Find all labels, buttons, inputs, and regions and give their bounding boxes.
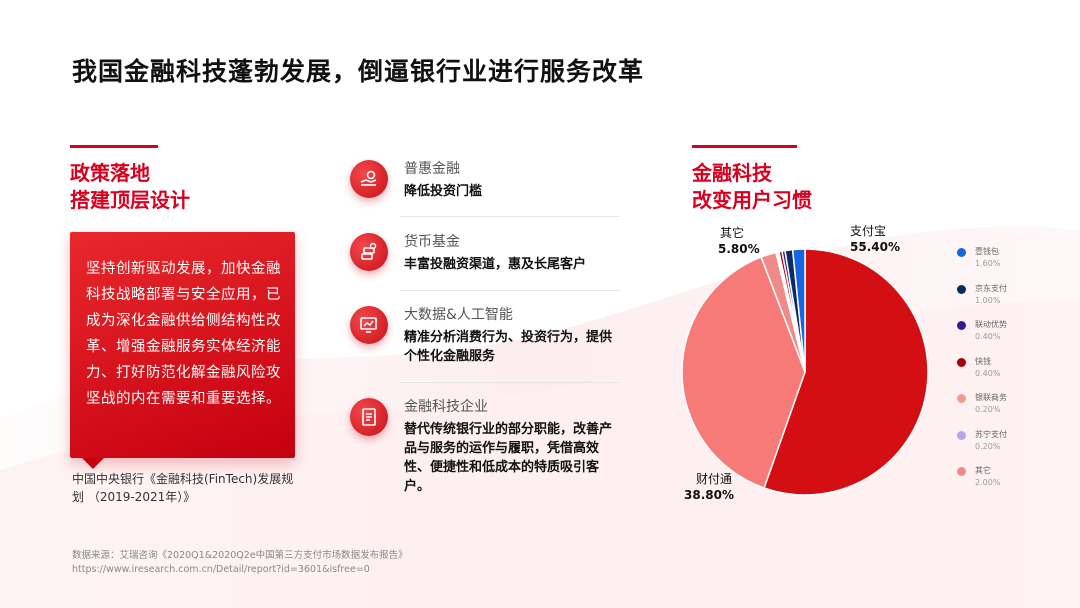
legend-value: 1.00% [975, 295, 1001, 305]
pie-callout-name: 支付宝 [850, 224, 886, 238]
legend-swatch [957, 248, 966, 257]
fintech-heading-bar [692, 145, 797, 148]
feature-desc: 精准分析消费行为、投资行为，提供个性化金融服务 [404, 330, 613, 364]
coin-stack-icon [350, 233, 388, 271]
feature-name: 货币基金 [404, 234, 460, 250]
policy-heading-line2: 搭建顶层设计 [70, 188, 190, 212]
fintech-heading: 金融科技 改变用户习惯 [692, 160, 812, 214]
page-title: 我国金融科技蓬勃发展，倒逼银行业进行服务改革 [72, 57, 645, 86]
legend-swatch [957, 321, 966, 330]
legend-value: 0.20% [975, 441, 1001, 451]
policy-source: 中国中央银行《金融科技(FinTech)发展规划 （2019-2021年）》 [72, 472, 294, 504]
legend-swatch [957, 284, 966, 294]
legend-label: 银联商务 [975, 393, 1007, 402]
legend-label: 其它 [975, 466, 991, 475]
feature-desc: 降低投资门槛 [404, 184, 483, 199]
pie-chart: 支付宝 55.40% 财付通 38.80% 其它 5.80% [681, 224, 929, 502]
legend-label: 京东支付 [975, 283, 1007, 293]
pie-slice-财付通 [681, 256, 806, 489]
pie-callout-value: 55.40% [850, 240, 900, 254]
policy-heading: 政策落地 搭建顶层设计 [70, 160, 190, 214]
pie-callout-name: 财付通 [696, 472, 732, 486]
legend-value: 0.40% [975, 368, 1001, 378]
legend-swatch [957, 394, 966, 403]
divider [400, 382, 620, 383]
feature-name: 普惠金融 [404, 161, 460, 177]
legend-swatch [957, 357, 966, 367]
legend-value: 0.40% [975, 332, 1001, 341]
pie-callout-name: 其它 [720, 225, 744, 240]
policy-body: 坚持创新驱动发展，加快金融科技战略部署与安全应用，已成为深化金融供给侧结构性改革… [86, 261, 281, 407]
data-screen-icon [350, 306, 388, 344]
handshake-coin-icon [350, 160, 388, 198]
legend-swatch [957, 467, 966, 476]
feature-name: 大数据&人工智能 [404, 307, 513, 323]
divider [400, 290, 620, 291]
divider [400, 216, 620, 217]
legend-label: 苏宁支付 [975, 429, 1007, 439]
policy-heading-line1: 政策落地 [70, 161, 150, 185]
feature-name: 金融科技企业 [404, 399, 488, 415]
document-icon [350, 398, 388, 436]
pie-slice-壹钱包 [791, 248, 806, 373]
legend-label: 快钱 [975, 356, 991, 366]
footer-source: 数据来源：艾瑞咨询《2020Q1&2020Q2e中国第三方支付市场数据发布报告》 [72, 550, 408, 561]
pie-callout-value: 38.80% [684, 488, 734, 502]
feature-desc: 替代传统银行业的部分职能，改善产品与服务的运作与履职，凭借高效性、便捷性和低成本… [404, 422, 613, 494]
policy-heading-bar [70, 145, 158, 148]
footer: 数据来源：艾瑞咨询《2020Q1&2020Q2e中国第三方支付市场数据发布报告》… [72, 549, 408, 577]
pie-callout-value: 5.80% [718, 242, 760, 256]
legend-label: 壹钱包 [975, 247, 999, 256]
fintech-heading-line1: 金融科技 [692, 161, 772, 185]
footer-url: https://www.iresearch.com.cn/Detail/repo… [72, 564, 370, 575]
legend-value: 1.60% [975, 259, 1001, 268]
legend-value: 2.00% [975, 478, 1001, 487]
feature-desc: 丰富投融资渠道，惠及长尾客户 [404, 257, 587, 272]
legend-label: 联动优势 [975, 320, 1007, 329]
legend-swatch [957, 430, 966, 440]
policy-card: 坚持创新驱动发展，加快金融科技战略部署与安全应用，已成为深化金融供给侧结构性改革… [70, 232, 295, 469]
fintech-heading-line2: 改变用户习惯 [692, 188, 812, 212]
legend-value: 0.20% [975, 405, 1001, 414]
